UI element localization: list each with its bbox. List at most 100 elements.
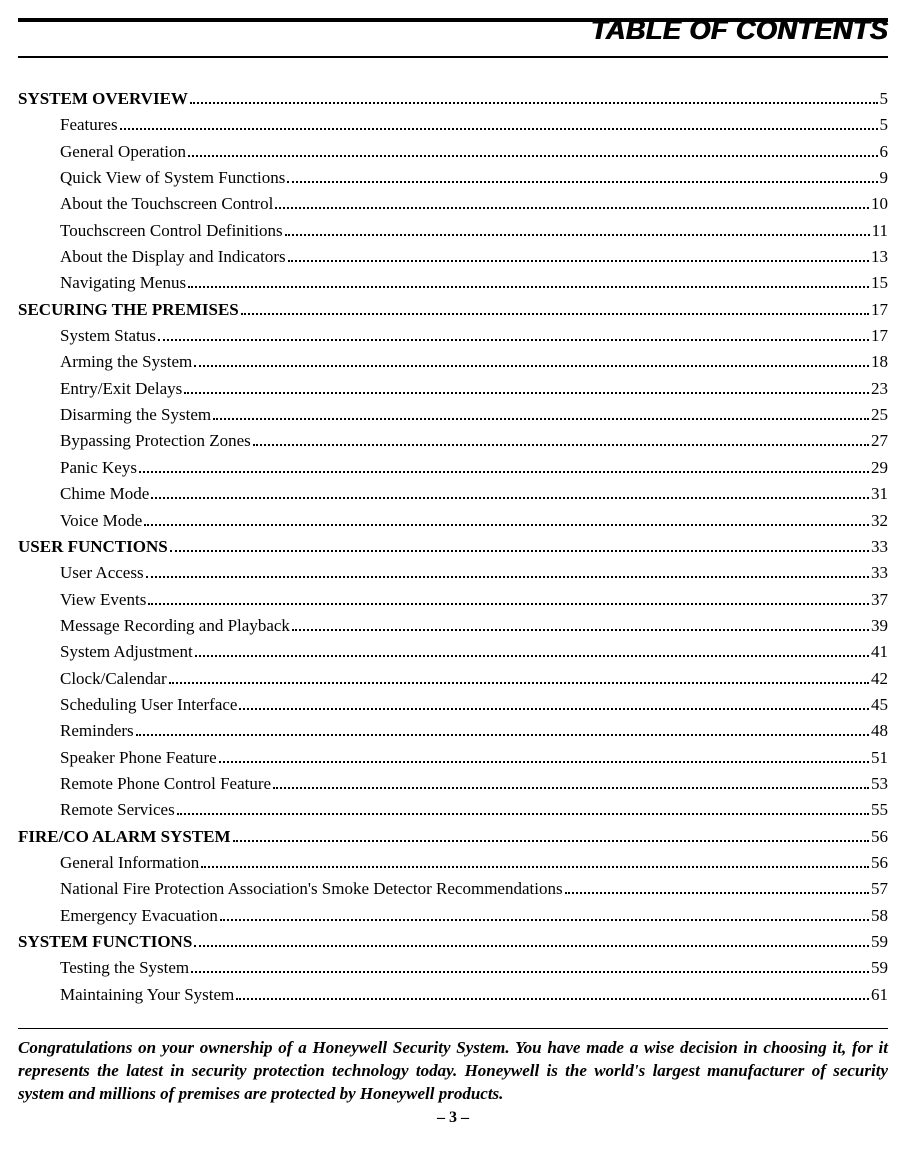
toc-label: Speaker Phone Feature: [60, 745, 217, 771]
toc-entry: View Events37: [18, 587, 888, 613]
toc-page-number: 23: [871, 376, 888, 402]
toc-page-number: 56: [871, 850, 888, 876]
toc-entry: Panic Keys29: [18, 455, 888, 481]
toc-leader-dots: [151, 482, 869, 499]
toc-leader-dots: [146, 561, 869, 578]
toc-entry: Bypassing Protection Zones27: [18, 428, 888, 454]
toc-entry: Clock/Calendar 42: [18, 666, 888, 692]
toc-entry: SYSTEM FUNCTIONS 59: [18, 929, 888, 955]
toc-entry: About the Display and Indicators13: [18, 244, 888, 270]
toc-label: Maintaining Your System: [60, 982, 234, 1008]
toc-page-number: 55: [871, 797, 888, 823]
toc-label: SYSTEM OVERVIEW: [18, 86, 188, 112]
toc-entry: USER FUNCTIONS 33: [18, 534, 888, 560]
toc-leader-dots: [195, 640, 869, 657]
toc-page-number: 53: [871, 771, 888, 797]
toc-page-number: 45: [871, 692, 888, 718]
toc-page-number: 10: [871, 191, 888, 217]
toc-page-number: 58: [871, 903, 888, 929]
toc-label: Remote Services: [60, 797, 175, 823]
toc-entry: Arming the System18: [18, 349, 888, 375]
toc-entry: Scheduling User Interface45: [18, 692, 888, 718]
toc-entry: Touchscreen Control Definitions11: [18, 218, 888, 244]
toc-page-number: 42: [871, 666, 888, 692]
toc-page-number: 56: [871, 824, 888, 850]
toc-label: Emergency Evacuation: [60, 903, 218, 929]
toc-entry: Remote Phone Control Feature 53: [18, 771, 888, 797]
toc-page-number: 32: [871, 508, 888, 534]
toc-page-number: 5: [880, 86, 889, 112]
toc-leader-dots: [184, 376, 869, 393]
toc-leader-dots: [292, 614, 869, 631]
toc-leader-dots: [120, 113, 878, 130]
toc-leader-dots: [139, 456, 869, 473]
toc-entry: System Adjustment41: [18, 639, 888, 665]
toc-label: Chime Mode: [60, 481, 149, 507]
toc-leader-dots: [253, 429, 869, 446]
toc-page-number: 33: [871, 534, 888, 560]
toc-leader-dots: [219, 745, 869, 762]
toc-entry: Remote Services 55: [18, 797, 888, 823]
toc-page-number: 48: [871, 718, 888, 744]
toc-page-number: 51: [871, 745, 888, 771]
toc-leader-dots: [273, 772, 869, 789]
toc-label: SYSTEM FUNCTIONS: [18, 929, 192, 955]
toc-entry: National Fire Protection Association's S…: [18, 876, 888, 902]
toc-entry: Testing the System 59: [18, 955, 888, 981]
toc-entry: About the Touchscreen Control 10: [18, 191, 888, 217]
toc-entry: General Information56: [18, 850, 888, 876]
toc-leader-dots: [194, 930, 869, 947]
document-page: TABLE OF CONTENTS SYSTEM OVERVIEW 5 Featur…: [0, 0, 906, 1149]
toc-label: Message Recording and Playback: [60, 613, 290, 639]
toc-label: Testing the System: [60, 955, 189, 981]
toc-entry: Chime Mode31: [18, 481, 888, 507]
toc-label: About the Touchscreen Control: [60, 191, 273, 217]
page-title: TABLE OF CONTENTS: [591, 15, 888, 46]
toc-entry: Quick View of System Functions9: [18, 165, 888, 191]
toc-label: System Status: [60, 323, 156, 349]
toc-label: Panic Keys: [60, 455, 137, 481]
toc-label: Entry/Exit Delays: [60, 376, 182, 402]
toc-entry: SYSTEM OVERVIEW 5: [18, 86, 888, 112]
title-rule-bottom: [18, 56, 888, 58]
toc-label: Features: [60, 112, 118, 138]
toc-leader-dots: [190, 87, 878, 104]
toc-leader-dots: [287, 166, 877, 183]
toc-entry: Speaker Phone Feature 51: [18, 745, 888, 771]
toc-label: SECURING THE PREMISES: [18, 297, 239, 323]
toc-page-number: 61: [871, 982, 888, 1008]
toc-leader-dots: [194, 350, 869, 367]
toc-leader-dots: [239, 693, 869, 710]
toc-page-number: 25: [871, 402, 888, 428]
toc-label: USER FUNCTIONS: [18, 534, 168, 560]
toc-entry: Voice Mode 32: [18, 508, 888, 534]
toc-leader-dots: [241, 297, 869, 314]
toc-label: General Operation: [60, 139, 186, 165]
toc-label: FIRE/CO ALARM SYSTEM: [18, 824, 231, 850]
toc-leader-dots: [177, 798, 869, 815]
toc-page-number: 59: [871, 955, 888, 981]
toc-label: Remote Phone Control Feature: [60, 771, 271, 797]
toc-label: National Fire Protection Association's S…: [60, 876, 563, 902]
toc-page-number: 11: [872, 218, 888, 244]
toc-leader-dots: [285, 218, 870, 235]
toc-label: Voice Mode: [60, 508, 142, 534]
toc-page-number: 37: [871, 587, 888, 613]
congratulations-text: Congratulations on your ownership of a H…: [18, 1037, 888, 1106]
toc-entry: Emergency Evacuation 58: [18, 903, 888, 929]
toc-page-number: 39: [871, 613, 888, 639]
toc-label: Quick View of System Functions: [60, 165, 285, 191]
table-of-contents: SYSTEM OVERVIEW 5Features 5 General Operati…: [18, 86, 888, 1008]
toc-leader-dots: [213, 403, 869, 420]
toc-page-number: 33: [871, 560, 888, 586]
toc-entry: SECURING THE PREMISES 17: [18, 297, 888, 323]
toc-label: System Adjustment: [60, 639, 193, 665]
toc-leader-dots: [188, 271, 869, 288]
toc-leader-dots: [201, 851, 869, 868]
toc-label: Clock/Calendar: [60, 666, 167, 692]
toc-page-number: 17: [871, 297, 888, 323]
toc-page-number: 59: [871, 929, 888, 955]
toc-leader-dots: [144, 508, 869, 525]
toc-entry: Message Recording and Playback 39: [18, 613, 888, 639]
toc-leader-dots: [136, 719, 869, 736]
